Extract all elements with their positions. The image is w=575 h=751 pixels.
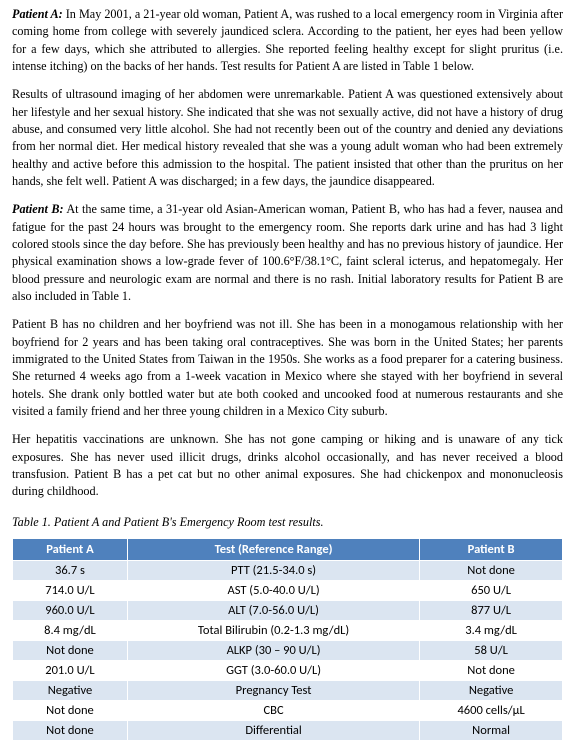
table-row: Not done Differential Normal — [13, 720, 563, 740]
table-cell: PTT (21.5-34.0 s) — [127, 560, 419, 580]
table-cell: Negative — [13, 680, 128, 700]
paragraph-patient-b-intro: Patient B: At the same time, a 31-year o… — [12, 201, 563, 305]
results-table: Patient A Test (Reference Range) Patient… — [12, 538, 563, 741]
patient-a-text-1: In May 2001, a 21-year old woman, Patien… — [12, 7, 563, 73]
table-cell: 36.7 s — [13, 560, 128, 580]
table-cell: 58 U/L — [420, 640, 563, 660]
patient-b-text-1: At the same time, a 31-year old Asian-Am… — [12, 202, 563, 303]
table-row: Not done ALKP (30 – 90 U/L) 58 U/L — [13, 640, 563, 660]
table-header-patient-b: Patient B — [420, 538, 563, 560]
table-cell: 877 U/L — [420, 600, 563, 620]
table-row: Not done CBC 4600 cells/µL — [13, 700, 563, 720]
paragraph-patient-a-intro: Patient A: In May 2001, a 21-year old wo… — [12, 6, 563, 75]
table-cell: Not done — [420, 660, 563, 680]
paragraph-patient-b-2: Patient B has no children and her boyfri… — [12, 316, 563, 420]
table-cell: ALT (7.0-56.0 U/L) — [127, 600, 419, 620]
table-cell: GGT (3.0-60.0 U/L) — [127, 660, 419, 680]
paragraph-patient-b-3: Her hepatitis vaccinations are unknown. … — [12, 431, 563, 500]
table-row: 714.0 U/L AST (5.0-40.0 U/L) 650 U/L — [13, 580, 563, 600]
table-body: 36.7 s PTT (21.5-34.0 s) Not done 714.0 … — [13, 560, 563, 740]
patient-b-label: Patient B: — [12, 202, 64, 216]
table-cell: 201.0 U/L — [13, 660, 128, 680]
table-cell: AST (5.0-40.0 U/L) — [127, 580, 419, 600]
table-header-patient-a: Patient A — [13, 538, 128, 560]
table-cell: ALKP (30 – 90 U/L) — [127, 640, 419, 660]
table-cell: Total Bilirubin (0.2-1.3 mg/dL) — [127, 620, 419, 640]
table-row: 36.7 s PTT (21.5-34.0 s) Not done — [13, 560, 563, 580]
table-cell: Not done — [13, 640, 128, 660]
table-cell: CBC — [127, 700, 419, 720]
table-cell: 650 U/L — [420, 580, 563, 600]
table-row: 8.4 mg/dL Total Bilirubin (0.2-1.3 mg/dL… — [13, 620, 563, 640]
document-page: Patient A: In May 2001, a 21-year old wo… — [0, 0, 575, 751]
table-cell: Normal — [420, 720, 563, 740]
table-cell: Differential — [127, 720, 419, 740]
table-header-test: Test (Reference Range) — [127, 538, 419, 560]
table-cell: Not done — [13, 700, 128, 720]
table-cell: Not done — [13, 720, 128, 740]
patient-a-label: Patient A: — [12, 7, 63, 21]
table-cell: 960.0 U/L — [13, 600, 128, 620]
table-cell: 3.4 mg/dL — [420, 620, 563, 640]
table-cell: Pregnancy Test — [127, 680, 419, 700]
table-row: 960.0 U/L ALT (7.0-56.0 U/L) 877 U/L — [13, 600, 563, 620]
table-row: Negative Pregnancy Test Negative — [13, 680, 563, 700]
table-header-row: Patient A Test (Reference Range) Patient… — [13, 538, 563, 560]
table-cell: Negative — [420, 680, 563, 700]
table-cell: 714.0 U/L — [13, 580, 128, 600]
table-cell: 8.4 mg/dL — [13, 620, 128, 640]
table-row: 201.0 U/L GGT (3.0-60.0 U/L) Not done — [13, 660, 563, 680]
paragraph-patient-a-2: Results of ultrasound imaging of her abd… — [12, 86, 563, 190]
table-cell: Not done — [420, 560, 563, 580]
table-caption: Table 1. Patient A and Patient B's Emerg… — [12, 515, 563, 530]
table-cell: 4600 cells/µL — [420, 700, 563, 720]
